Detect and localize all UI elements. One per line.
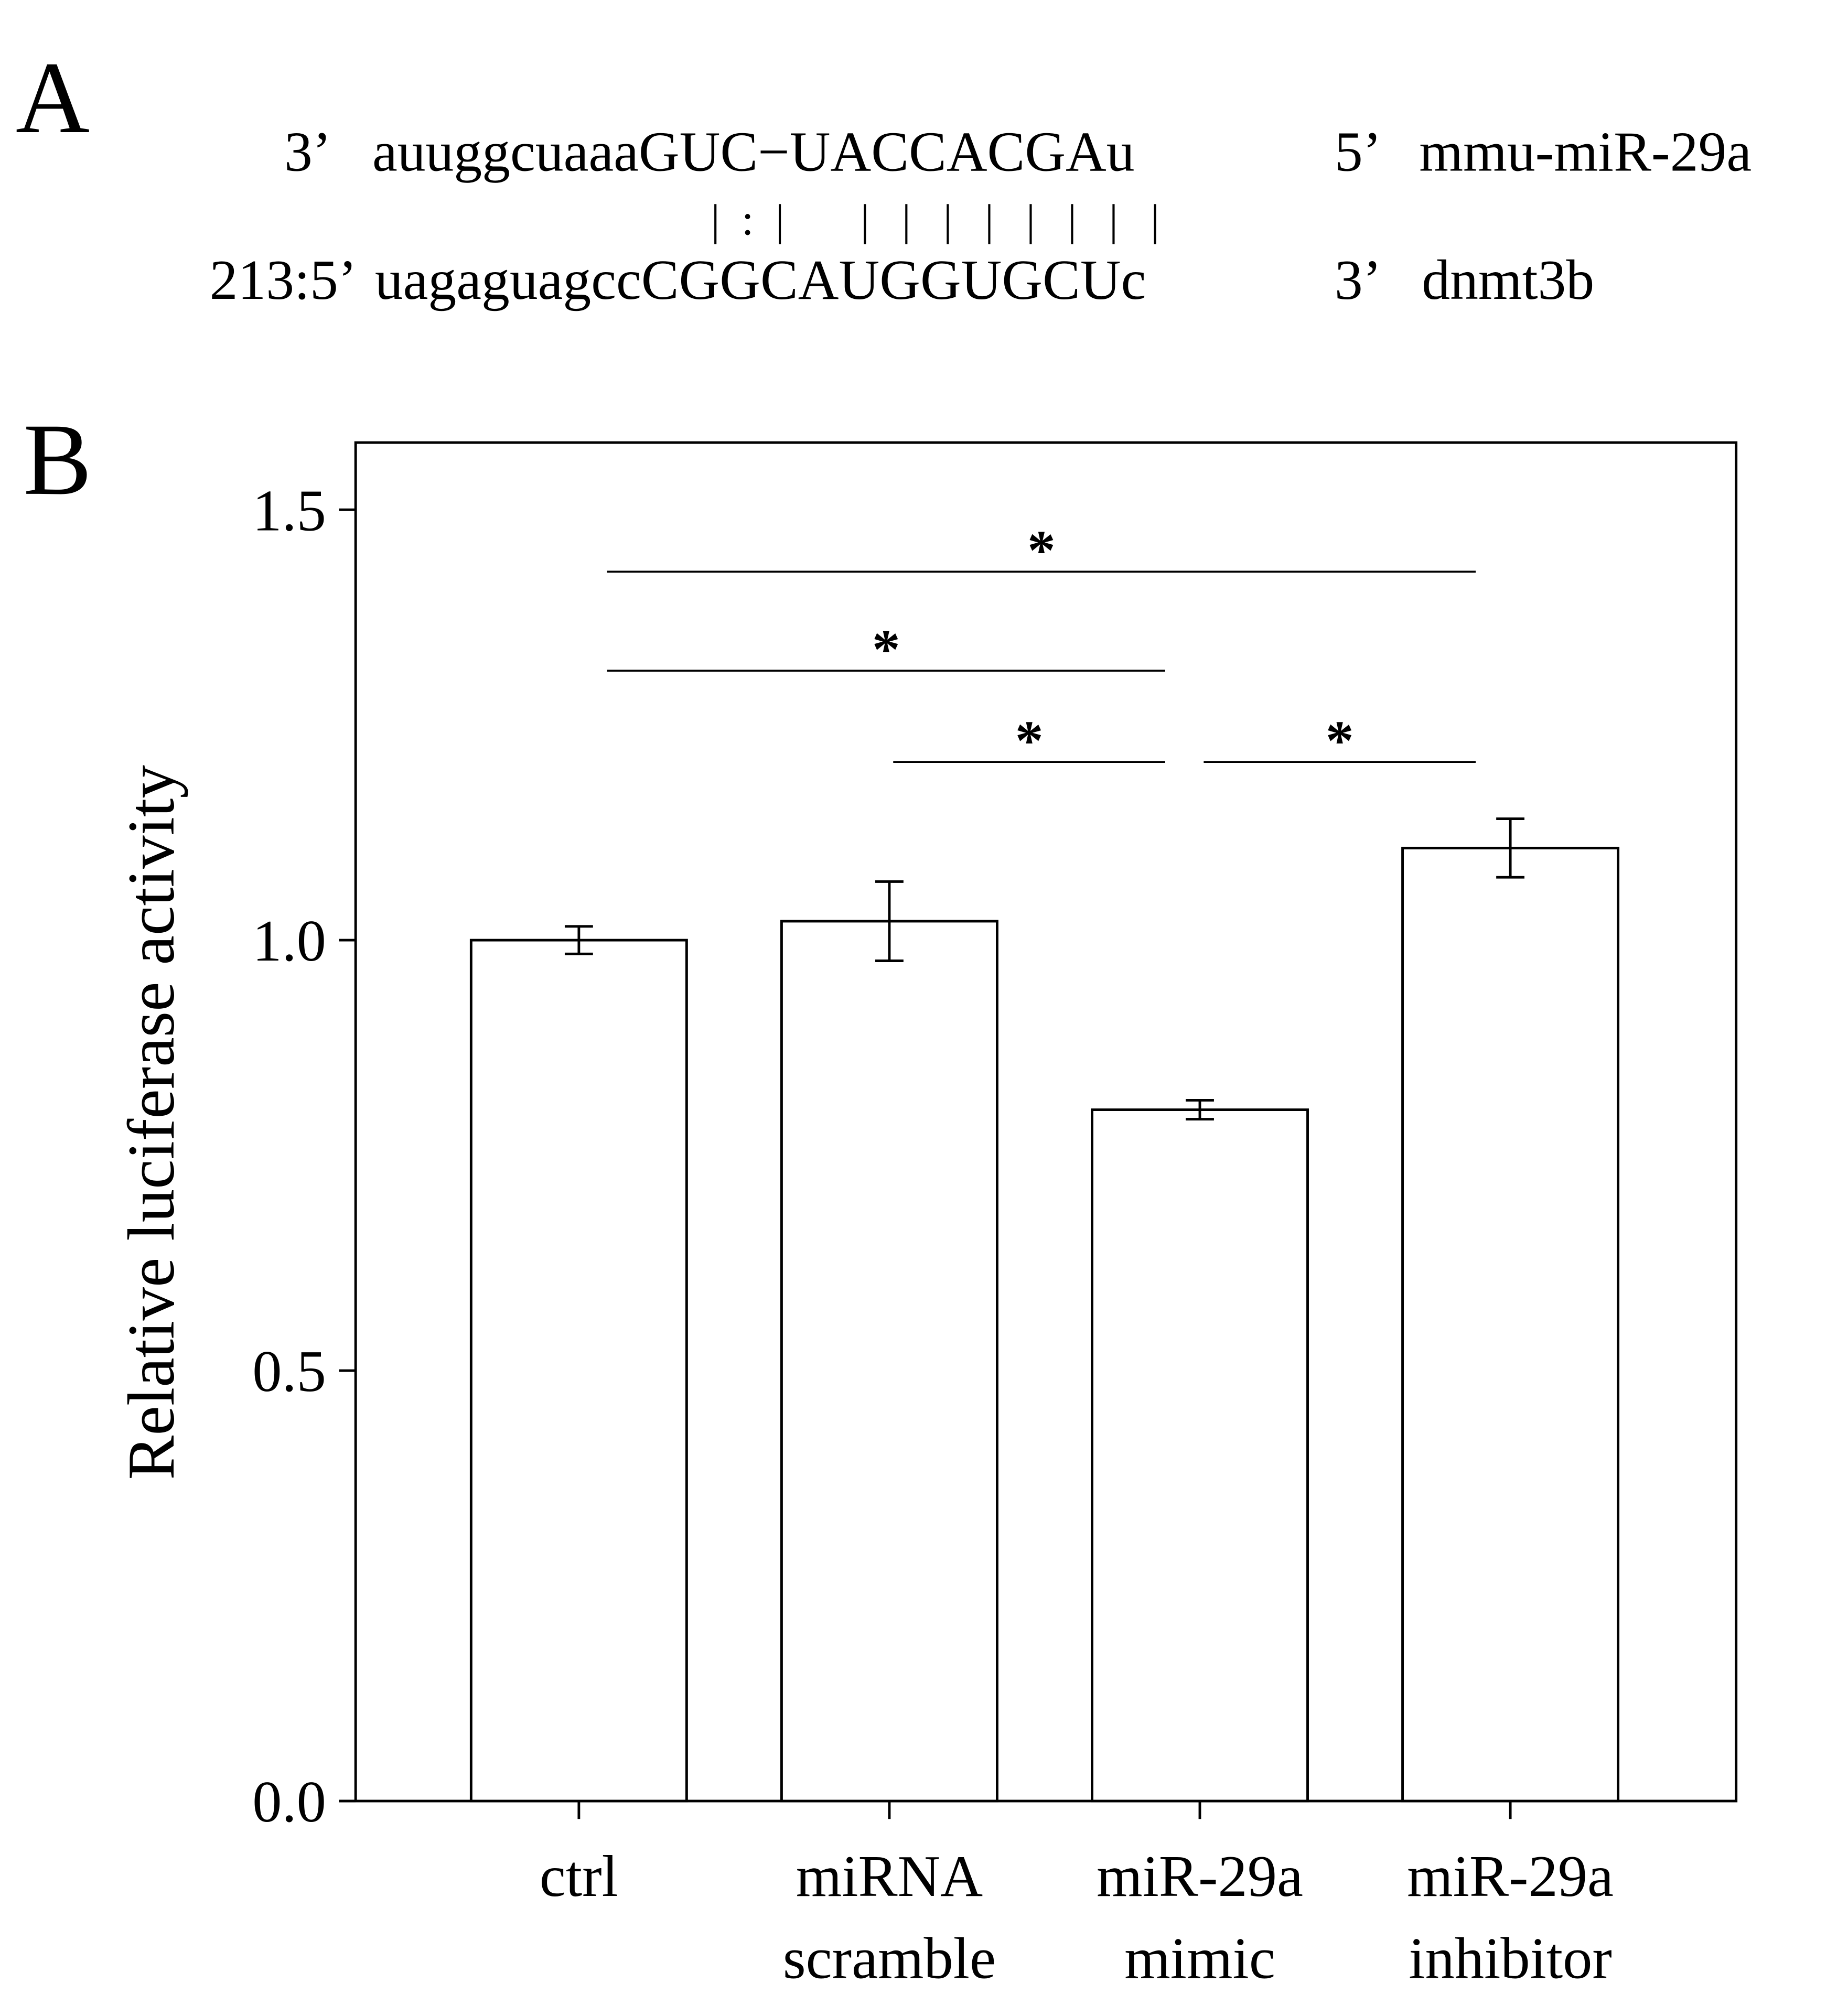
bar bbox=[1401, 846, 1620, 1803]
x-tick-label: inhibitor bbox=[1409, 1926, 1612, 1991]
x-tick-label: scramble bbox=[783, 1926, 996, 1991]
sequence-suffix: 5’ bbox=[1335, 121, 1382, 183]
significance-label: * bbox=[872, 618, 900, 681]
y-axis-label: Relative luciferase activity bbox=[114, 765, 188, 1480]
pairing: | : | | | | | | | | | bbox=[711, 196, 1159, 244]
mirna-name: mmu-miR-29a bbox=[1419, 121, 1752, 183]
x-tick-label: mimic bbox=[1124, 1926, 1275, 1991]
bar bbox=[780, 920, 998, 1803]
plot-frame bbox=[354, 441, 1738, 1803]
sequence-prefix: 213:5’ bbox=[210, 249, 357, 311]
x-tick-label: miRNA bbox=[796, 1844, 983, 1909]
y-tick-label: 1.5 bbox=[252, 478, 326, 543]
sequence-prefix: 3’ bbox=[284, 121, 331, 183]
bar bbox=[469, 939, 688, 1803]
target-name: dnmt3b bbox=[1422, 249, 1594, 311]
y-tick-label: 1.0 bbox=[252, 909, 326, 974]
x-tick-label: miR-29a bbox=[1407, 1844, 1614, 1909]
x-tick-label: ctrl bbox=[540, 1844, 618, 1909]
x-tick-label: miR-29a bbox=[1097, 1844, 1303, 1909]
y-tick-label: 0.0 bbox=[252, 1770, 326, 1835]
mirna-sequence: auuggcuaaaGUC−UACCACGAu bbox=[372, 121, 1135, 183]
bar bbox=[1091, 1108, 1309, 1803]
significance-label: * bbox=[1027, 519, 1056, 581]
y-tick-label: 0.5 bbox=[252, 1339, 326, 1404]
target-sequence: uagaguagccCGGCAUGGUGCUc bbox=[375, 249, 1146, 311]
sequence-suffix: 3’ bbox=[1335, 249, 1382, 311]
significance-label: * bbox=[1015, 709, 1044, 772]
panel-label: A bbox=[16, 41, 90, 155]
significance-label: * bbox=[1326, 709, 1354, 772]
panel-label: B bbox=[24, 403, 92, 516]
